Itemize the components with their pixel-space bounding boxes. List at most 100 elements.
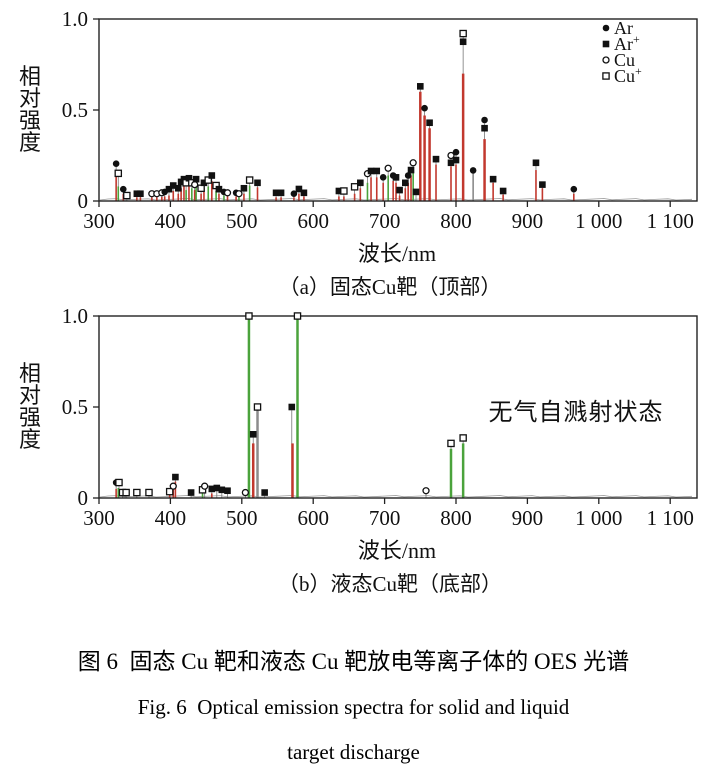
y-tick-label: 1.0 <box>62 304 88 328</box>
data-point-filled-square <box>481 124 488 132</box>
figure-caption-en-line2: target discharge <box>287 740 420 764</box>
data-point-filled-square <box>137 190 144 198</box>
data-point-filled-square <box>402 179 409 187</box>
chart-annotation: 无气自溅射状态 <box>489 399 664 426</box>
y-axis-label-char: 度 <box>19 427 41 452</box>
legend-marker-filled-square <box>602 40 610 48</box>
x-axis-label: 波长/nm <box>358 538 436 563</box>
data-point-filled-square <box>192 175 200 183</box>
y-axis-label-char: 强 <box>19 108 41 133</box>
data-point-open-square <box>123 191 131 200</box>
data-point-filled-circle <box>469 167 477 174</box>
data-point-filled-square <box>373 167 381 175</box>
data-point-filled-square <box>447 159 455 167</box>
data-point-filled-square <box>224 487 231 495</box>
figure-caption-zh: 图 6 固态 Cu 靶和液态 Cu 靶放电等离子体的 OES 光谱 <box>77 649 630 674</box>
data-point-open-square <box>459 434 467 442</box>
chart-b: 300 400 500 600 700 800 900 1 000 1 10000.51.0波长… <box>19 304 698 596</box>
data-point-open-circle <box>235 190 243 198</box>
data-point-filled-square <box>208 172 216 179</box>
y-axis-label-char: 相 <box>19 361 41 386</box>
x-tick-label: 700 <box>369 506 401 530</box>
x-tick-label: 1 000 <box>575 209 622 233</box>
data-point-open-square <box>447 439 455 448</box>
data-point-filled-square <box>499 187 507 195</box>
data-point-filled-square <box>187 489 195 496</box>
data-point-open-square <box>350 183 359 191</box>
data-point-filled-square <box>215 185 223 193</box>
data-point-filled-square <box>174 184 182 192</box>
data-point-filled-square <box>272 189 280 197</box>
legend-marker-filled-circle <box>602 24 610 32</box>
spectra-charts: 300 400 500 600 700 800 900 1 000 1 10000.51.0波长… <box>19 7 698 596</box>
data-point-filled-circle <box>421 104 428 112</box>
data-point-filled-square <box>172 473 179 481</box>
legend-label: Cu+ <box>614 64 642 86</box>
data-point-filled-square <box>396 186 403 194</box>
data-point-filled-square <box>412 188 420 196</box>
data-point-open-circle <box>201 482 209 490</box>
data-point-filled-square <box>407 166 415 174</box>
y-tick-label: 0.5 <box>62 395 88 419</box>
x-tick-label: 700 <box>369 209 401 233</box>
data-point-filled-square <box>489 175 497 183</box>
x-tick-label: 400 <box>155 506 187 530</box>
y-axis-label-char: 强 <box>19 405 41 430</box>
y-tick-label: 0.5 <box>62 98 88 122</box>
x-tick-label: 1 100 <box>647 209 694 233</box>
x-tick-label: 500 <box>226 209 258 233</box>
y-tick-label: 1.0 <box>62 7 88 31</box>
data-point-filled-square <box>432 155 440 163</box>
y-tick-label: 0 <box>78 189 89 213</box>
y-axis-label-char: 对 <box>19 86 41 111</box>
y-tick-label: 0 <box>78 486 89 510</box>
data-point-filled-square <box>295 185 303 193</box>
data-point-filled-square <box>367 167 375 175</box>
data-point-filled-circle <box>570 185 578 193</box>
data-point-filled-square <box>185 174 193 182</box>
data-point-open-square <box>340 187 348 195</box>
y-axis-label-char: 对 <box>19 383 41 408</box>
data-point-filled-square <box>392 174 400 181</box>
data-point-open-square <box>245 312 253 320</box>
x-tick-label: 1 000 <box>575 506 622 530</box>
legend-marker-open-square <box>602 72 610 80</box>
data-point-filled-square <box>165 185 173 193</box>
data-point-filled-square <box>249 431 257 438</box>
data-point-filled-square <box>459 38 467 46</box>
baseline-trace <box>99 495 693 498</box>
x-tick-label: 600 <box>297 506 329 530</box>
data-point-open-square <box>204 176 212 184</box>
legend-marker-open-circle <box>602 56 610 64</box>
data-point-filled-square <box>254 179 261 187</box>
data-point-filled-square <box>539 181 546 188</box>
data-point-filled-square <box>261 489 268 496</box>
data-point-open-square <box>253 403 262 411</box>
data-point-filled-square <box>200 179 208 187</box>
chart-subcaption: （a）固态Cu靶（顶部） <box>279 275 502 299</box>
x-tick-label: 400 <box>155 209 187 233</box>
data-point-filled-square <box>417 83 424 90</box>
x-tick-label: 800 <box>440 506 472 530</box>
data-point-open-circle <box>409 159 417 167</box>
data-point-open-square <box>145 488 153 497</box>
data-point-filled-square <box>133 190 141 198</box>
data-point-filled-circle <box>379 174 387 181</box>
data-point-filled-circle <box>112 160 120 167</box>
data-point-open-square <box>115 478 123 487</box>
data-point-filled-circle <box>290 190 298 198</box>
data-point-filled-square <box>213 484 221 492</box>
figure-caption-en-line1: Fig. 6 Optical emission spectra for soli… <box>137 695 570 719</box>
data-point-open-circle <box>223 189 232 197</box>
data-point-open-square <box>245 176 254 184</box>
data-point-open-square <box>122 488 130 497</box>
data-point-open-circle <box>169 482 177 490</box>
data-point-filled-square <box>240 184 248 192</box>
legend-label: Cu <box>614 50 635 70</box>
data-point-open-circle <box>422 487 430 495</box>
x-tick-label: 300 <box>83 506 115 530</box>
data-point-filled-circle <box>119 185 127 193</box>
data-point-filled-square <box>426 119 433 127</box>
